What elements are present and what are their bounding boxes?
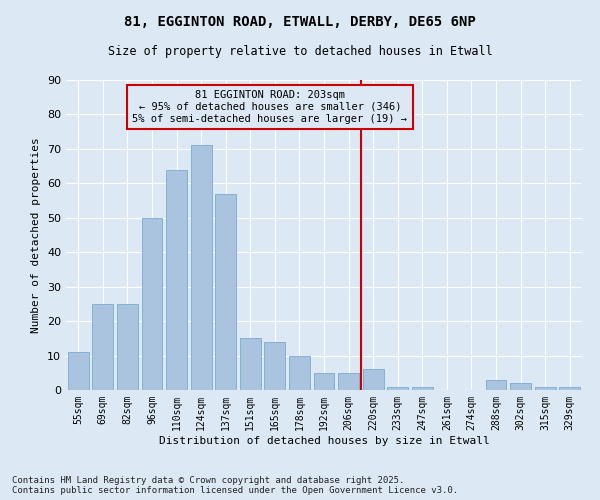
Bar [117, 304, 138, 390]
Bar [314, 373, 334, 390]
Bar [240, 338, 261, 390]
Text: Size of property relative to detached houses in Etwall: Size of property relative to detached ho… [107, 45, 493, 58]
Bar [68, 352, 89, 390]
Text: Contains HM Land Registry data © Crown copyright and database right 2025.
Contai: Contains HM Land Registry data © Crown c… [12, 476, 458, 495]
Bar [412, 386, 433, 390]
Bar [265, 342, 286, 390]
Bar [510, 383, 531, 390]
Bar [338, 373, 359, 390]
Bar [166, 170, 187, 390]
Bar [215, 194, 236, 390]
Bar [92, 304, 113, 390]
Bar [485, 380, 506, 390]
X-axis label: Distribution of detached houses by size in Etwall: Distribution of detached houses by size … [158, 436, 490, 446]
Bar [559, 386, 580, 390]
Text: 81, EGGINTON ROAD, ETWALL, DERBY, DE65 6NP: 81, EGGINTON ROAD, ETWALL, DERBY, DE65 6… [124, 15, 476, 29]
Bar [142, 218, 163, 390]
Text: 81 EGGINTON ROAD: 203sqm
← 95% of detached houses are smaller (346)
5% of semi-d: 81 EGGINTON ROAD: 203sqm ← 95% of detach… [133, 90, 407, 124]
Bar [289, 356, 310, 390]
Bar [387, 386, 408, 390]
Bar [191, 146, 212, 390]
Y-axis label: Number of detached properties: Number of detached properties [31, 137, 41, 333]
Bar [362, 370, 383, 390]
Bar [535, 386, 556, 390]
